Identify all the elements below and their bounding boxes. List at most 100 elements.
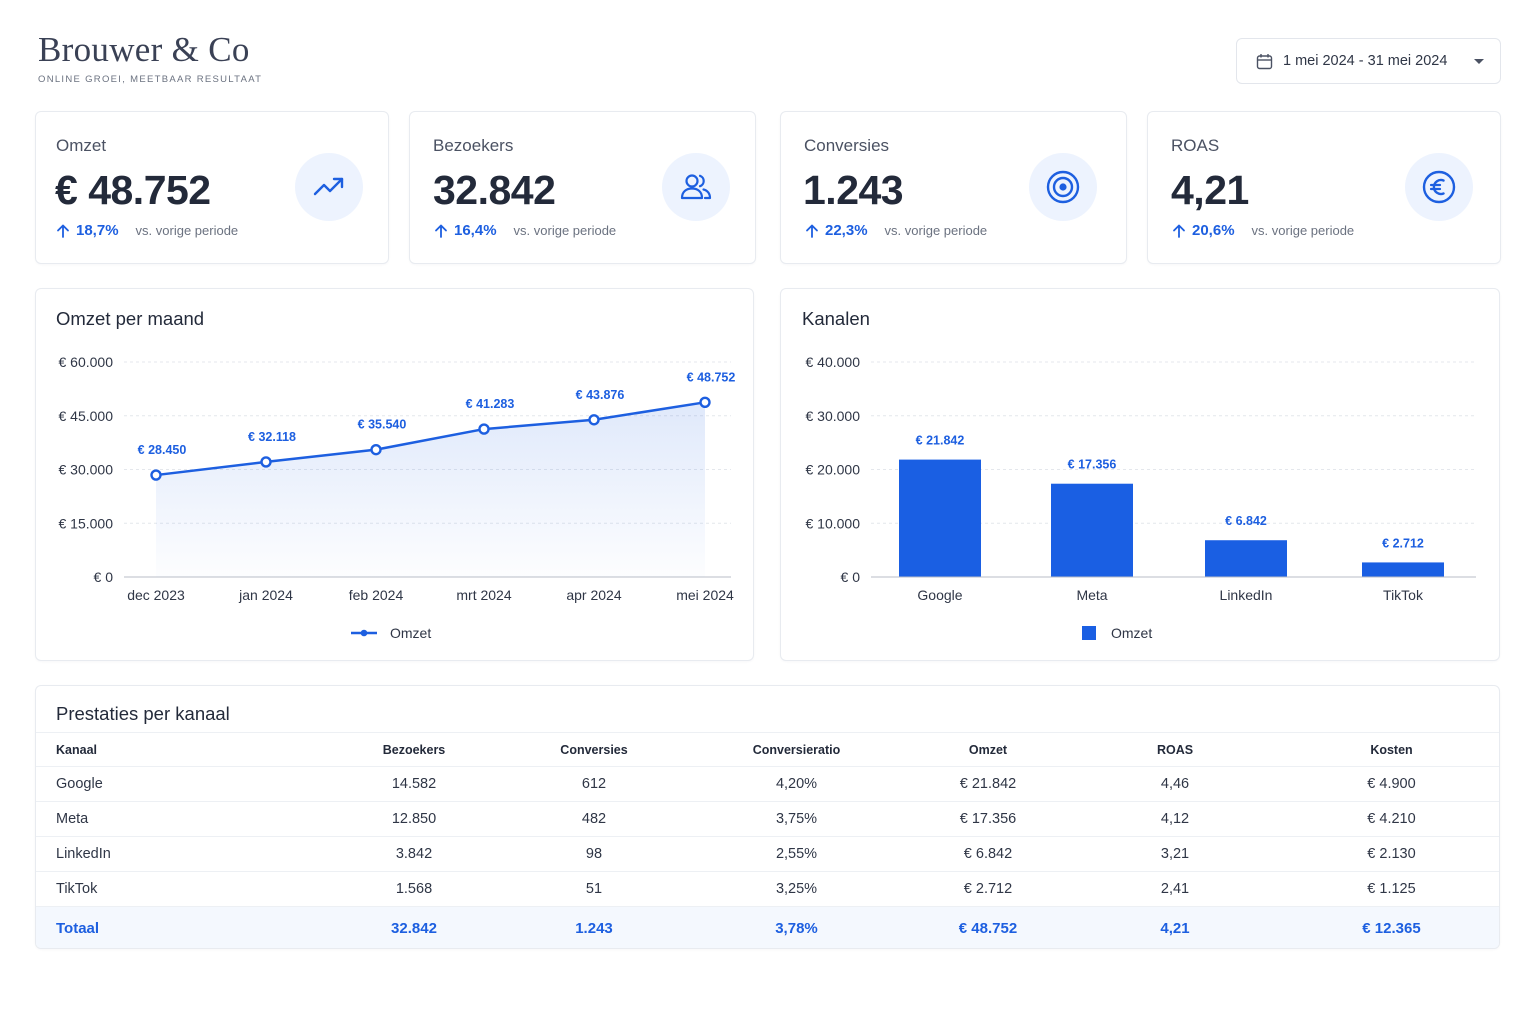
channel-performance-table: Kanaal Bezoekers Conversies Conversierat…: [36, 732, 1499, 948]
calendar-icon: [1256, 53, 1273, 70]
channel-performance-card: Prestaties per kanaal Kanaal Bezoekers C…: [35, 685, 1500, 949]
column-header[interactable]: Kanaal: [36, 732, 324, 767]
table-cell: € 21.842: [909, 766, 1067, 802]
x-tick-label: mei 2024: [676, 587, 734, 603]
table-row: Meta 12.850 482 3,75% € 17.356 4,12 € 4.…: [36, 801, 1499, 837]
legend-label: Omzet: [1111, 625, 1152, 641]
x-tick-label: TikTok: [1383, 587, 1424, 603]
kpi-card-omzet: Omzet € 48.752 18,7% vs. vorige periode: [35, 111, 389, 264]
bar: [899, 459, 981, 577]
table-cell: € 2.712: [909, 871, 1067, 907]
kpi-delta: 18,7% vs. vorige periode: [56, 222, 238, 239]
data-label: € 2.712: [1382, 536, 1424, 550]
x-tick-label: Google: [917, 587, 962, 603]
x-tick-label: LinkedIn: [1220, 587, 1273, 603]
table-cell: 12.850: [324, 801, 504, 837]
y-tick-label: € 0: [94, 569, 114, 585]
kpi-label: ROAS: [1171, 136, 1220, 155]
table-cell: 98: [504, 836, 684, 872]
data-point: [588, 414, 600, 426]
trend-up-icon: [295, 153, 363, 221]
kpi-delta-value: 16,4%: [454, 222, 497, 239]
x-tick-label: Meta: [1076, 587, 1107, 603]
table-row: TikTok 1.568 51 3,25% € 2.712 2,41 € 1.1…: [36, 871, 1499, 907]
kpi-label: Bezoekers: [433, 136, 514, 155]
table-cell: 612: [504, 766, 684, 802]
kpi-delta-note: vs. vorige periode: [513, 223, 617, 238]
table-cell: € 6.842: [909, 836, 1067, 872]
kpi-delta: 20,6% vs. vorige periode: [1172, 222, 1354, 239]
brand-tagline: ONLINE GROEI, MEETBAAR RESULTAAT: [38, 74, 263, 85]
y-tick-label: € 45.000: [59, 408, 114, 424]
table-cell: 14.582: [324, 766, 504, 802]
table-title: Prestaties per kanaal: [56, 703, 230, 724]
channels-bar-chart: € 0 € 10.000 € 20.000 € 30.000 € 40.000 € 21.…: [806, 354, 1476, 641]
revenue-line-chart: € 0 € 15.000 € 30.000 € 45.000 € 60.000 € 28.…: [59, 354, 736, 641]
table-cell: € 1.125: [1283, 871, 1499, 907]
date-range-label: 1 mei 2024 - 31 mei 2024: [1283, 53, 1448, 69]
legend-marker: [1082, 626, 1096, 640]
kpi-delta-note: vs. vorige periode: [1251, 223, 1355, 238]
table-cell: € 17.356: [909, 801, 1067, 837]
euro-icon: [1405, 153, 1473, 221]
x-tick-label: dec 2023: [127, 587, 185, 603]
y-tick-label: € 30.000: [806, 408, 861, 424]
table-header-row: Kanaal Bezoekers Conversies Conversierat…: [36, 732, 1499, 767]
kpi-delta-value: 20,6%: [1192, 222, 1235, 239]
table-total-row: Totaal 32.842 1.243 3,78% € 48.752 4,21 …: [36, 906, 1499, 948]
x-tick-label: mrt 2024: [456, 587, 511, 603]
x-tick-label: feb 2024: [349, 587, 404, 603]
table-cell: 3.842: [324, 836, 504, 872]
data-label: € 32.118: [248, 430, 296, 444]
arrow-up-icon: [56, 224, 70, 238]
kpi-delta-value: 18,7%: [76, 222, 119, 239]
table-cell: 32.842: [324, 906, 504, 948]
area-fill: [156, 402, 705, 577]
table-cell: 3,21: [1067, 836, 1283, 872]
table-cell: 51: [504, 871, 684, 907]
table-cell: 1.243: [504, 906, 684, 948]
table-cell: 3,78%: [684, 906, 909, 948]
kpi-card-conversies: Conversies 1.243 22,3% vs. vorige period…: [780, 111, 1127, 264]
bar: [1205, 540, 1287, 577]
table-cell: Meta: [36, 801, 324, 837]
table-cell: 3,25%: [684, 871, 909, 907]
y-tick-label: € 20.000: [806, 462, 861, 478]
column-header[interactable]: Bezoekers: [324, 732, 504, 767]
table-cell: TikTok: [36, 871, 324, 907]
y-tick-label: € 15.000: [59, 515, 114, 531]
data-point: [478, 423, 490, 435]
table-cell: 2,55%: [684, 836, 909, 872]
kpi-value: 32.842: [433, 167, 556, 213]
data-point: [699, 396, 711, 409]
kpi-delta-note: vs. vorige periode: [884, 223, 988, 238]
column-header[interactable]: ROAS: [1067, 732, 1283, 767]
table-cell: € 2.130: [1283, 836, 1499, 872]
chart-title: Kanalen: [802, 308, 870, 329]
table-row: Google 14.582 612 4,20% € 21.842 4,46 € …: [36, 766, 1499, 802]
kpi-delta: 22,3% vs. vorige periode: [805, 222, 987, 239]
data-label: € 28.450: [138, 443, 187, 457]
chart-title: Omzet per maand: [56, 308, 205, 329]
table-row: LinkedIn 3.842 98 2,55% € 6.842 3,21 € 2…: [36, 836, 1499, 872]
kpi-label: Omzet: [56, 136, 107, 155]
users-icon: [662, 153, 730, 221]
y-tick-label: € 30.000: [59, 462, 114, 478]
column-header[interactable]: Conversieratio: [684, 732, 909, 767]
column-header[interactable]: Conversies: [504, 732, 684, 767]
column-header[interactable]: Omzet: [909, 732, 1067, 767]
kpi-delta-note: vs. vorige periode: [135, 223, 239, 238]
brand-name: Brouwer & Co: [38, 30, 250, 69]
table-cell: 1.568: [324, 871, 504, 907]
table-cell: 4,21: [1067, 906, 1283, 948]
kpi-delta-value: 22,3%: [825, 222, 868, 239]
column-header[interactable]: Kosten: [1283, 732, 1499, 767]
table-cell: 4,46: [1067, 766, 1283, 802]
table-cell: € 12.365: [1283, 906, 1499, 948]
kpi-label: Conversies: [804, 136, 890, 155]
data-label: € 35.540: [358, 418, 407, 432]
x-tick-label: jan 2024: [238, 587, 293, 603]
table-cell: € 48.752: [909, 906, 1067, 948]
date-range-picker[interactable]: 1 mei 2024 - 31 mei 2024: [1236, 38, 1501, 84]
y-tick-label: € 60.000: [59, 354, 114, 370]
